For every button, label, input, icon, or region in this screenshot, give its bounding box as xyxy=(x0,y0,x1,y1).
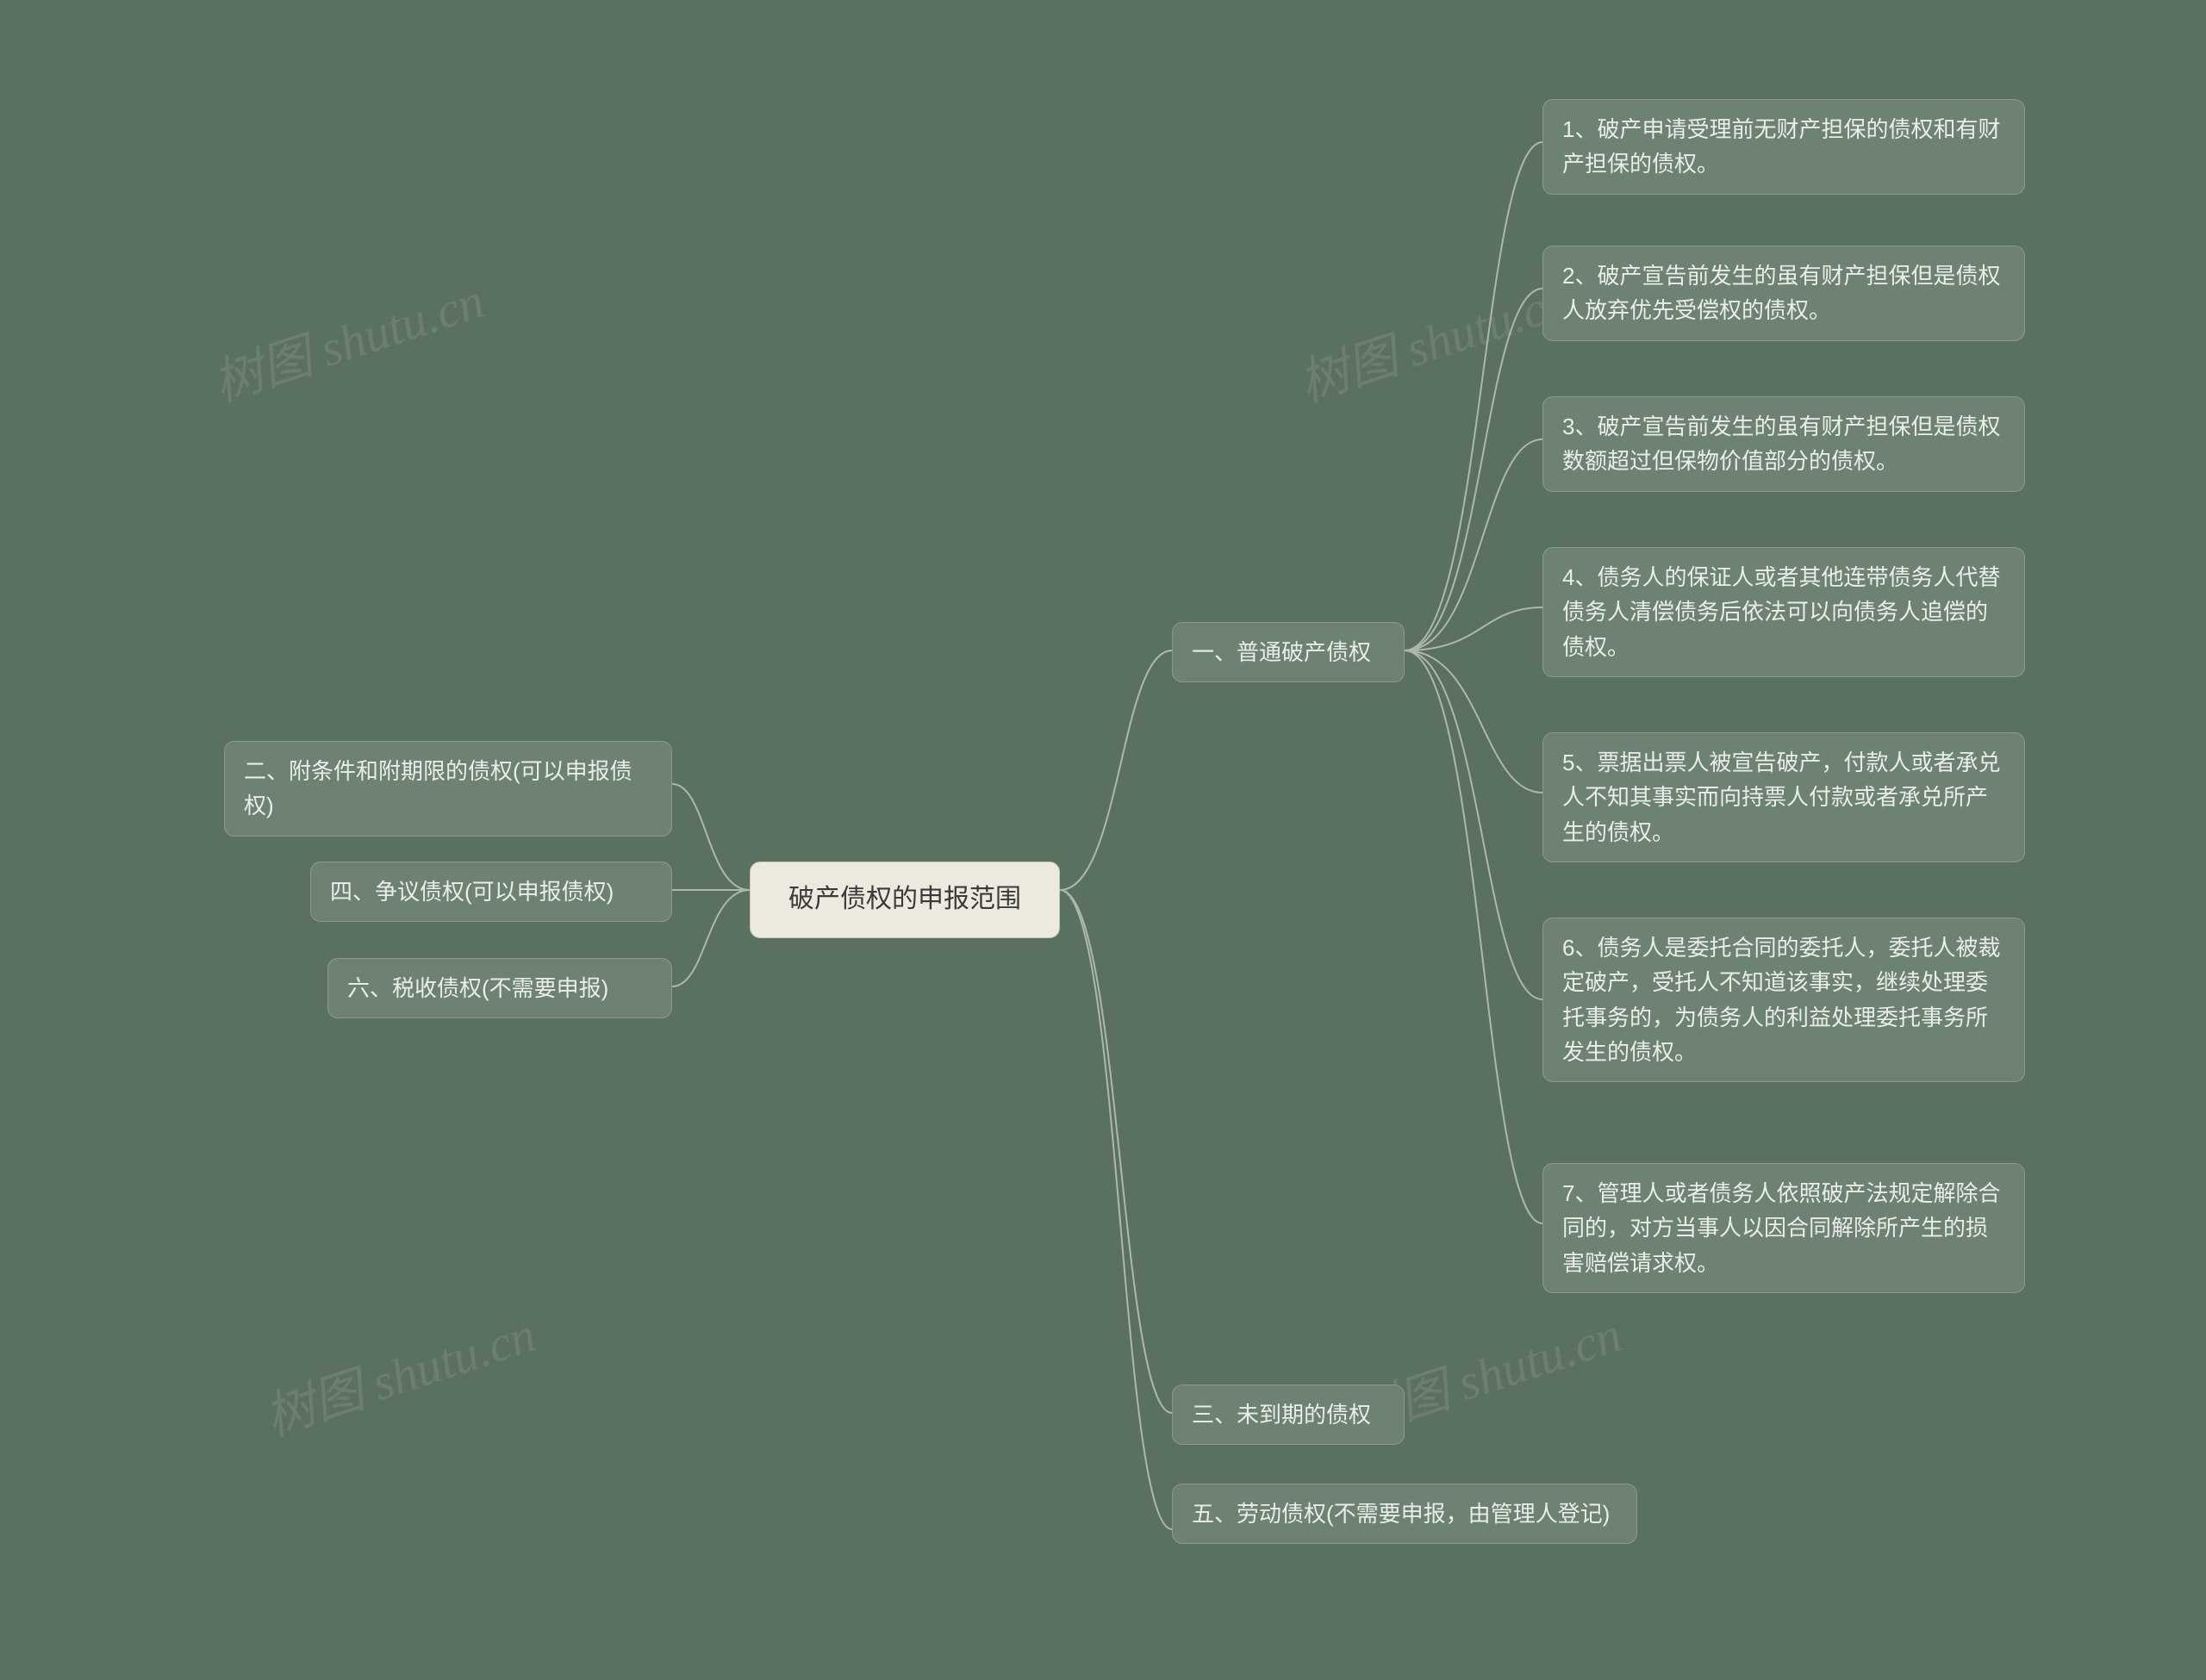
branch-left-6[interactable]: 六、税收债权(不需要申报) xyxy=(327,958,672,1018)
leaf-label: 7、管理人或者债务人依照破产法规定解除合同的，对方当事人以因合同解除所产生的损害… xyxy=(1562,1180,2000,1276)
leaf-label: 5、票据出票人被宣告破产，付款人或者承兑人不知其事实而向持票人付款或者承兑所产生… xyxy=(1562,750,2000,845)
leaf-label: 6、债务人是委托合同的委托人，委托人被裁定破产，受托人不知道该事实，继续处理委托… xyxy=(1562,935,2000,1065)
root-node[interactable]: 破产债权的申报范围 xyxy=(750,862,1060,938)
leaf-label: 2、破产宣告前发生的虽有财产担保但是债权人放弃优先受偿权的债权。 xyxy=(1562,263,2000,323)
branch-label: 五、劳动债权(不需要申报，由管理人登记) xyxy=(1192,1501,1610,1527)
leaf-label: 3、破产宣告前发生的虽有财产担保但是债权数额超过但保物价值部分的债权。 xyxy=(1562,414,2000,474)
leaf-r1-7[interactable]: 7、管理人或者债务人依照破产法规定解除合同的，对方当事人以因合同解除所产生的损害… xyxy=(1542,1163,2025,1293)
leaf-r1-2[interactable]: 2、破产宣告前发生的虽有财产担保但是债权人放弃优先受偿权的债权。 xyxy=(1542,246,2025,341)
leaf-r1-1[interactable]: 1、破产申请受理前无财产担保的债权和有财产担保的债权。 xyxy=(1542,99,2025,195)
branch-label: 三、未到期的债权 xyxy=(1192,1402,1371,1428)
leaf-r1-3[interactable]: 3、破产宣告前发生的虽有财产担保但是债权数额超过但保物价值部分的债权。 xyxy=(1542,396,2025,492)
watermark: 树图 shutu.cn xyxy=(1288,260,1577,415)
branch-right-5[interactable]: 五、劳动债权(不需要申报，由管理人登记) xyxy=(1172,1484,1637,1544)
watermark: 树图 shutu.cn xyxy=(254,1294,543,1449)
root-label: 破产债权的申报范围 xyxy=(788,885,1021,913)
branch-right-1[interactable]: 一、普通破产债权 xyxy=(1172,622,1405,682)
leaf-label: 4、债务人的保证人或者其他连带债务人代替债务人清偿债务后依法可以向债务人追偿的债… xyxy=(1562,564,2000,660)
branch-left-4[interactable]: 四、争议债权(可以申报债权) xyxy=(310,862,672,922)
branch-label: 一、普通破产债权 xyxy=(1192,639,1371,665)
branch-left-2[interactable]: 二、附条件和附期限的债权(可以申报债权) xyxy=(224,741,672,837)
branch-label: 二、附条件和附期限的债权(可以申报债权) xyxy=(244,758,633,818)
leaf-r1-6[interactable]: 6、债务人是委托合同的委托人，委托人被裁定破产，受托人不知道该事实，继续处理委托… xyxy=(1542,918,2025,1082)
branch-label: 四、争议债权(可以申报债权) xyxy=(330,879,614,905)
leaf-r1-5[interactable]: 5、票据出票人被宣告破产，付款人或者承兑人不知其事实而向持票人付款或者承兑所产生… xyxy=(1542,732,2025,862)
branch-label: 六、税收债权(不需要申报) xyxy=(347,975,608,1001)
leaf-r1-4[interactable]: 4、债务人的保证人或者其他连带债务人代替债务人清偿债务后依法可以向债务人追偿的债… xyxy=(1542,547,2025,677)
branch-right-3[interactable]: 三、未到期的债权 xyxy=(1172,1384,1405,1445)
watermark: 树图 shutu.cn xyxy=(203,260,491,415)
leaf-label: 1、破产申请受理前无财产担保的债权和有财产担保的债权。 xyxy=(1562,116,2000,177)
